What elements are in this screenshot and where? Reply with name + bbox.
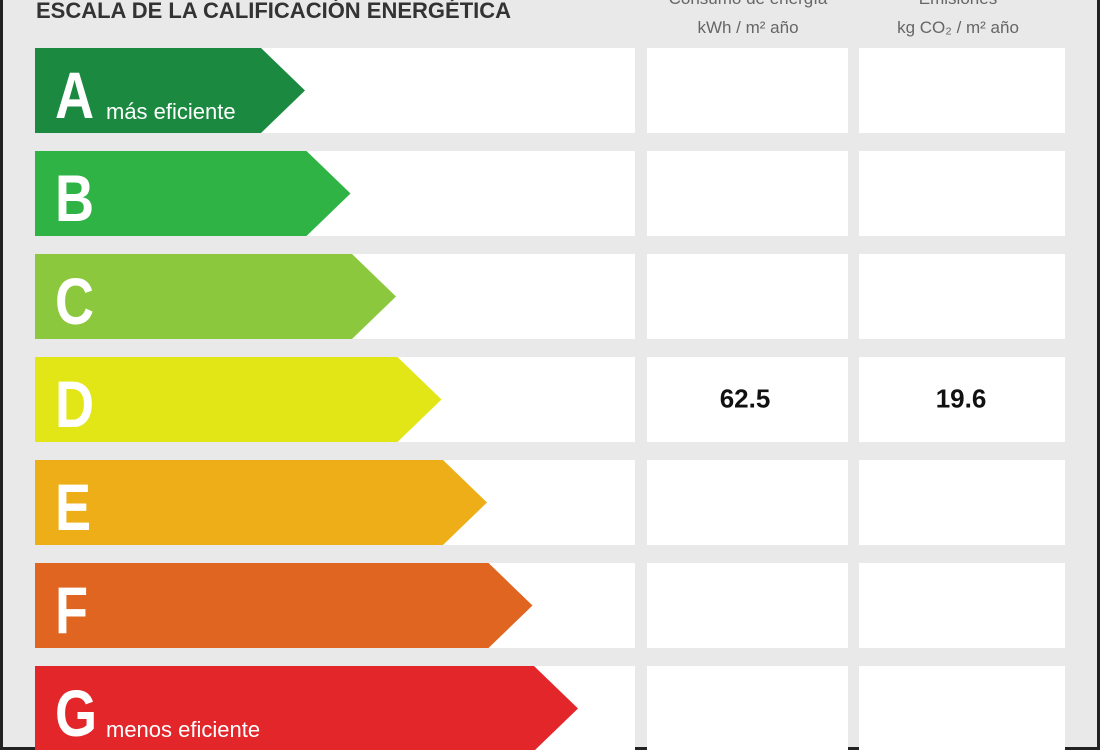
value-cell: [859, 460, 1065, 545]
emissions-value: 19.6: [936, 384, 987, 414]
rating-letter: G: [55, 676, 97, 750]
value-cell: [647, 460, 848, 545]
value-cell: [859, 254, 1065, 339]
rating-arrow: [35, 151, 351, 236]
value-cell: [647, 563, 848, 648]
value-cell: [647, 254, 848, 339]
rating-arrow: [35, 563, 533, 648]
rating-letter: B: [55, 161, 94, 235]
column-unit: kg CO₂ / m² año: [897, 18, 1019, 37]
value-cell: [859, 151, 1065, 236]
rating-arrow: [35, 460, 487, 545]
rating-letter: E: [55, 470, 91, 544]
rating-letter: F: [55, 573, 88, 647]
rating-note: menos eficiente: [106, 717, 260, 742]
value-cell: [647, 151, 848, 236]
rating-arrow: [35, 357, 442, 442]
value-cell: [647, 666, 848, 751]
title: ESCALA DE LA CALIFICACIÓN ENERGÉTICA: [36, 0, 511, 23]
value-cell: [647, 357, 848, 442]
rating-arrow: [35, 666, 578, 751]
column-unit: kWh / m² año: [697, 18, 798, 37]
rating-arrow: [35, 254, 396, 339]
rating-arrow: [35, 48, 305, 133]
rating-letter: D: [55, 367, 94, 441]
value-cell: [859, 666, 1065, 751]
value-cell: [859, 48, 1065, 133]
value-cell: [859, 563, 1065, 648]
column-title: Consumo de energía: [669, 0, 828, 8]
rating-letter: A: [55, 58, 94, 132]
rating-note: más eficiente: [106, 99, 236, 124]
value-cell: [647, 48, 848, 133]
rating-letter: C: [55, 264, 94, 338]
value-cell: [859, 357, 1065, 442]
consumption-value: 62.5: [720, 384, 771, 414]
column-title: Emisiones: [919, 0, 997, 8]
